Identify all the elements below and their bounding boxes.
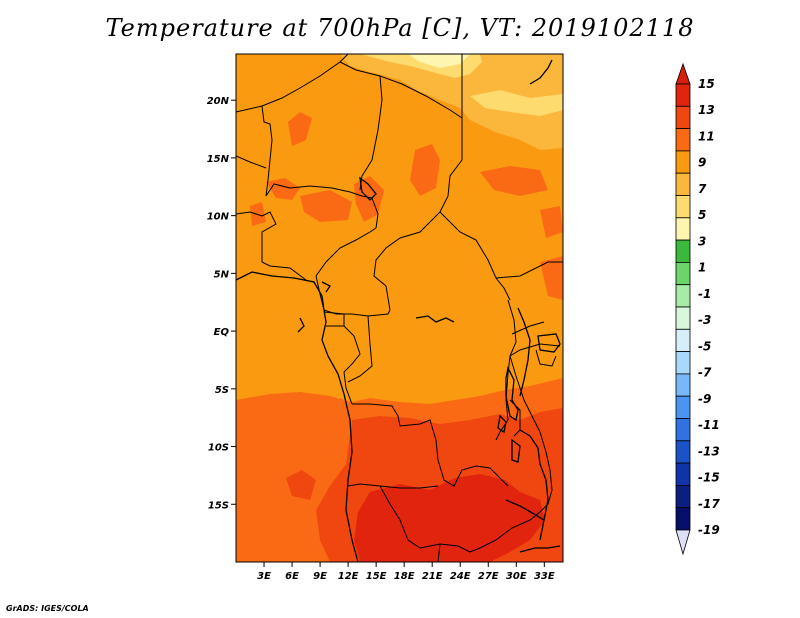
colorbar-label: -13 xyxy=(698,444,720,458)
colorbar-label: 13 xyxy=(698,103,715,117)
lon-tick-label: 24E xyxy=(450,571,471,582)
lon-tick-label: 30E xyxy=(506,571,527,582)
colorbar-segment xyxy=(675,217,691,241)
colorbar-segment xyxy=(675,395,691,419)
colorbar-label: 15 xyxy=(698,77,715,91)
colorbar-segment xyxy=(675,239,691,263)
colorbar-label: -17 xyxy=(698,497,720,511)
lon-tick-label: 15E xyxy=(366,571,387,582)
lat-tick-label: 20N xyxy=(207,96,230,107)
colorbar-label: 5 xyxy=(698,208,706,222)
lon-tick-label: 12E xyxy=(338,571,359,582)
lat-tick-label: 10S xyxy=(208,443,229,454)
coastlines xyxy=(236,59,561,562)
map-title: Temperature at 700hPa [C], VT: 201910211… xyxy=(105,14,695,42)
lon-tick-label: 21E xyxy=(422,571,443,582)
colorbar-segment xyxy=(675,172,691,196)
colorbar-label: -7 xyxy=(698,366,712,380)
colorbar-label: -19 xyxy=(698,523,720,537)
band-7-9 xyxy=(340,54,563,150)
lat-tick-label: 5S xyxy=(215,385,229,396)
colorbar-label: 11 xyxy=(698,129,715,143)
colorbar-segment xyxy=(675,105,691,130)
colorbar-segment xyxy=(675,462,691,486)
band-11-13-north xyxy=(250,112,563,300)
colorbar-segment xyxy=(675,195,691,219)
colorbar: 15 13 11 9 7 5 3 1 -1 -3 -5 -7 -9 -11 -13 -15 -17 -19 xyxy=(675,62,720,556)
colorbar-top-arrow xyxy=(675,62,691,85)
colorbar-label: -11 xyxy=(698,418,720,432)
lon-tick-label: 27E xyxy=(478,571,499,582)
colorbar-segment xyxy=(675,351,691,375)
colorbar-segment xyxy=(675,507,691,531)
lat-tick-label: 10N xyxy=(207,212,230,223)
lat-tick-label: 5N xyxy=(214,269,230,280)
colorbar-segment xyxy=(675,440,691,464)
lon-tick-label: 6E xyxy=(285,571,299,582)
colorbar-segment xyxy=(675,284,691,308)
grads-credit: GrADS: IGES/COLA xyxy=(6,604,89,613)
colorbar-label: 7 xyxy=(698,182,707,196)
colorbar-segment xyxy=(675,328,691,352)
colorbar-segment xyxy=(675,150,691,174)
latitude-axis: 20N 15N 10N 5N EQ 5S 10S 15S xyxy=(207,96,236,511)
colorbar-label: -9 xyxy=(698,392,711,406)
band-5-7 xyxy=(360,54,563,116)
lat-tick-label: EQ xyxy=(214,327,230,338)
colorbar-label: -5 xyxy=(698,339,711,353)
colorbar-label: -1 xyxy=(698,287,711,301)
band-3-5 xyxy=(408,54,470,68)
colorbar-segment xyxy=(675,373,691,397)
longitude-axis: 3E 6E 9E 12E 15E 18E 21E 24E 27E 30E 33E xyxy=(257,562,555,582)
lon-tick-label: 3E xyxy=(257,571,271,582)
colorbar-label: -15 xyxy=(698,471,720,485)
colorbar-bottom-arrow xyxy=(675,529,691,556)
lat-tick-label: 15N xyxy=(207,154,230,165)
colorbar-segment xyxy=(675,261,691,286)
colorbar-segment xyxy=(675,306,691,330)
map-frame xyxy=(235,53,564,563)
lon-tick-label: 33E xyxy=(534,571,555,582)
temperature-field xyxy=(236,54,563,562)
colorbar-segment xyxy=(675,418,691,442)
colorbar-label: 3 xyxy=(698,234,706,248)
colorbar-label: 1 xyxy=(698,261,706,275)
colorbar-label: -3 xyxy=(698,313,711,327)
lat-tick-label: 15S xyxy=(208,500,229,511)
country-borders xyxy=(236,54,563,562)
band-above-15 xyxy=(354,474,545,562)
colorbar-segment xyxy=(675,484,691,509)
colorbar-label: 9 xyxy=(698,156,706,170)
lon-tick-label: 18E xyxy=(394,571,415,582)
colorbar-segment xyxy=(675,83,691,107)
colorbar-segment xyxy=(675,128,691,152)
lon-tick-label: 9E xyxy=(313,571,327,582)
